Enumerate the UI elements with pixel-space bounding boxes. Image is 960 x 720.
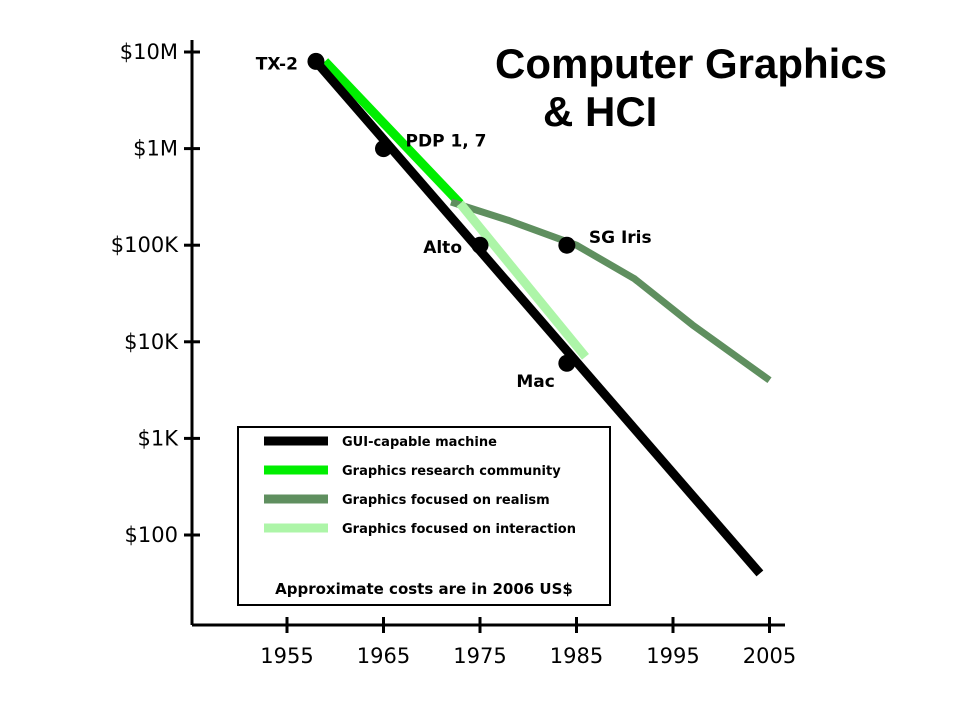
data-point — [307, 52, 325, 70]
y-tick-label: $100K — [111, 233, 179, 257]
x-tick-label: 1985 — [550, 644, 603, 668]
x-tick-label: 1955 — [260, 644, 313, 668]
legend-note: Approximate costs are in 2006 US$ — [275, 580, 573, 598]
x-tick-label: 2005 — [743, 644, 796, 668]
series-line — [321, 58, 464, 207]
y-tick-label: $10K — [124, 330, 179, 354]
legend-entries: GUI-capable machine Graphics research com… — [264, 435, 576, 537]
data-point — [558, 236, 576, 254]
data-point — [471, 236, 489, 254]
data-point — [375, 140, 392, 158]
y-tick-label: $1M — [133, 137, 178, 161]
y-ticks: $10M $1M $100K $10K $1K $100 — [111, 40, 200, 547]
point-label: TX-2 — [256, 54, 298, 74]
chart-title-line2: & HCI — [543, 88, 657, 135]
legend-label: Graphics research community — [342, 464, 561, 479]
point-label: Alto — [423, 238, 462, 258]
x-ticks: 1955 1965 1975 1985 1995 2005 — [260, 617, 796, 668]
y-tick-label: $10M — [120, 40, 178, 64]
chart-title: Computer Graphics — [495, 40, 887, 87]
legend-label: Graphics focused on interaction — [342, 522, 576, 537]
legend-box — [237, 426, 611, 606]
point-label: SG Iris — [589, 228, 652, 248]
x-tick-label: 1995 — [646, 644, 699, 668]
points-layer: TX-2 PDP 1, 7 Alto SG Iris Mac — [256, 52, 652, 392]
y-tick-label: $1K — [138, 426, 180, 450]
point-label: PDP 1, 7 — [406, 132, 487, 152]
point-label: Mac — [516, 372, 554, 392]
series-line — [450, 198, 772, 384]
legend-label: Graphics focused on realism — [342, 493, 550, 508]
axes — [190, 40, 785, 627]
series-line — [456, 200, 589, 360]
legend: GUI-capable machine Graphics research com… — [237, 426, 611, 606]
y-tick-label: $100 — [125, 523, 178, 547]
legend-label: GUI-capable machine — [342, 435, 497, 450]
x-tick-label: 1975 — [453, 644, 506, 668]
data-point — [558, 354, 576, 372]
x-tick-label: 1965 — [357, 644, 410, 668]
